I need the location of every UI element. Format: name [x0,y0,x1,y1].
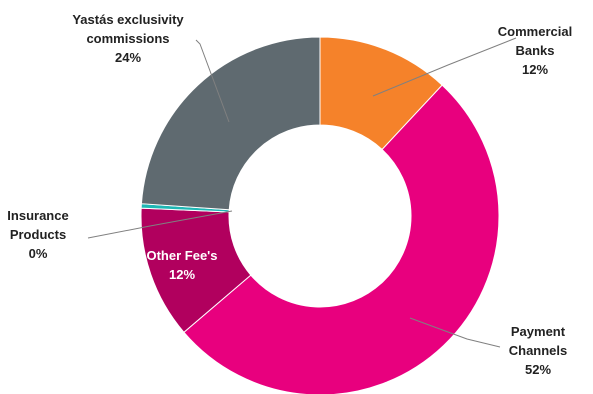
category-label: Commercial [498,24,572,39]
percent-label: 0% [29,246,48,261]
data-label-insurance-products: Insurance Products 0% [7,208,68,261]
category-label: Yastás exclusivity [72,12,184,27]
slice-payment-channels [183,84,500,394]
category-label: commissions [86,31,169,46]
slice-yast-s-exclusivity-commissions [140,36,321,211]
leader-line-insurance-products [87,210,233,239]
data-label-other-fee-s: Other Fee's 12% [146,248,217,282]
category-label: Channels [509,343,568,358]
category-label: Products [10,227,66,242]
leader-line-payment-channels [409,317,501,348]
percent-label: 24% [115,50,141,65]
data-label-commercial-banks: Commercial Banks 12% [498,24,572,77]
category-label: Payment [511,324,566,339]
category-label: Insurance [7,208,68,223]
percent-label: 12% [522,62,548,77]
percent-label: 52% [525,362,551,377]
leader-line-yast-s-exclusivity-commissions [195,39,230,123]
data-label-yast-s-exclusivity-commissions: Yastás exclusivity commissions 24% [72,12,184,65]
percent-label: 12% [169,267,195,282]
category-label: Banks [515,43,554,58]
category-label: Other Fee's [146,248,217,263]
data-label-payment-channels: Payment Channels 52% [509,324,568,377]
leader-line-commercial-banks [372,37,517,97]
